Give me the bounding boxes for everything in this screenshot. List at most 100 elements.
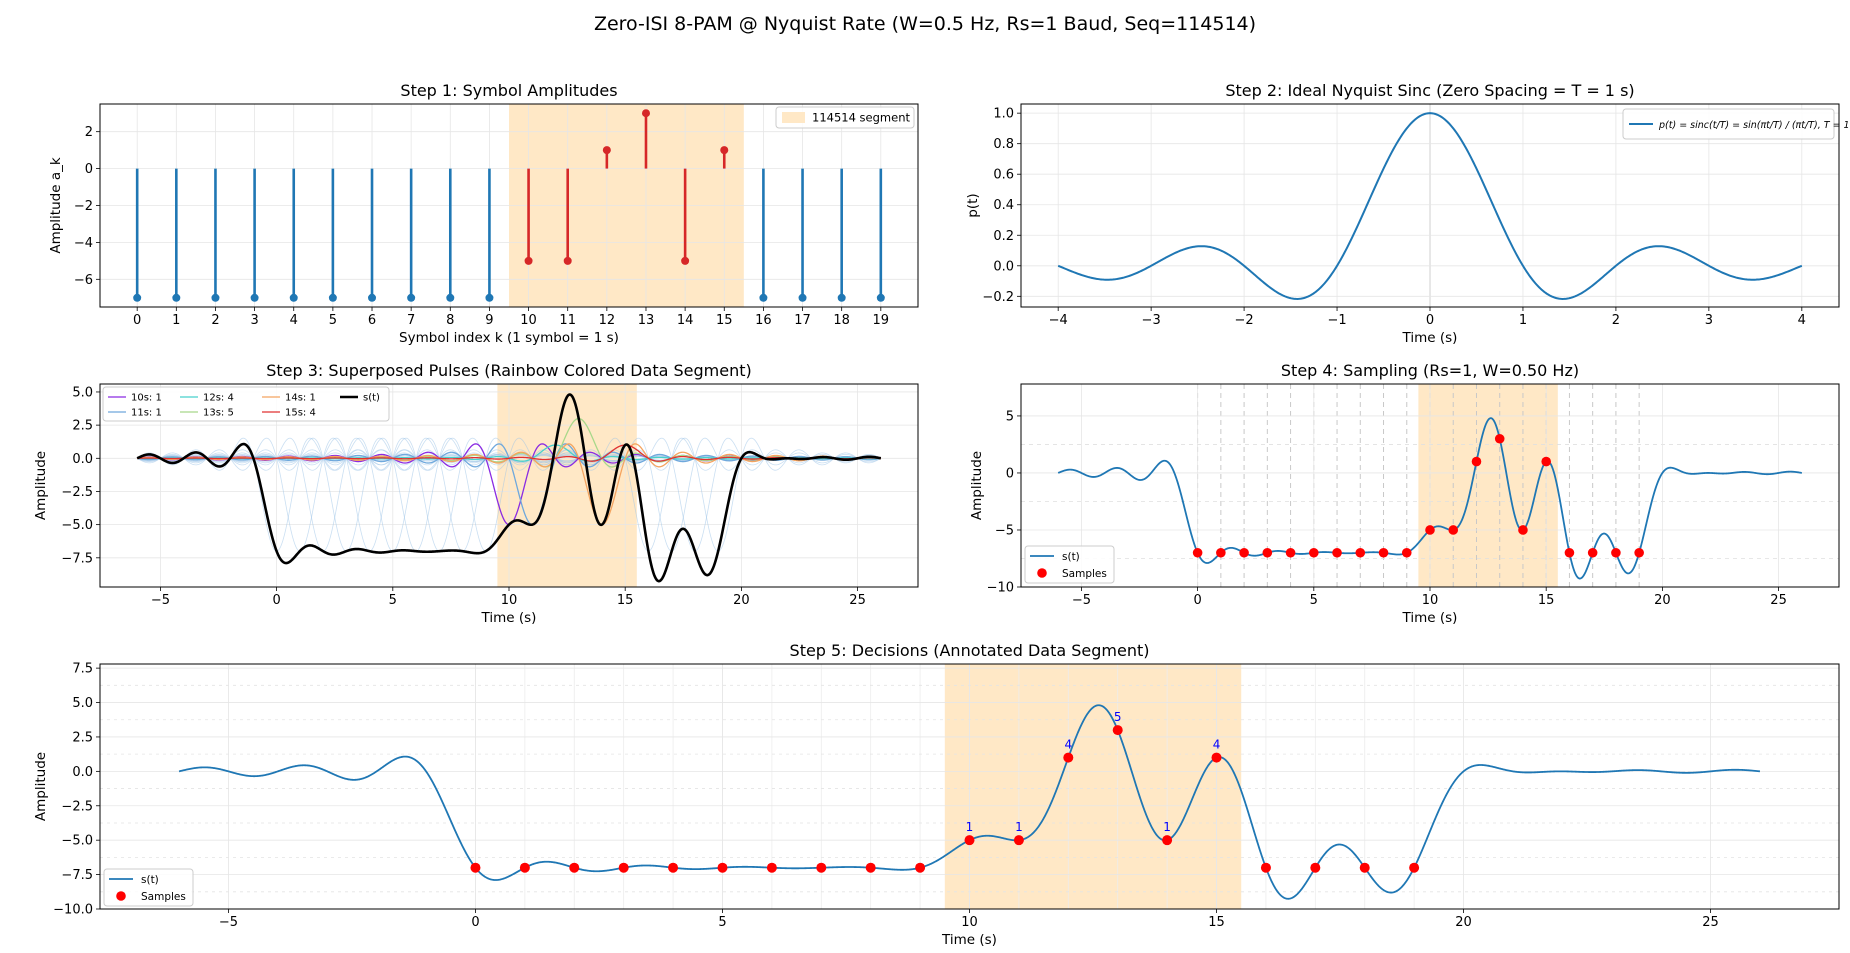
step2-xtick-label: −2 <box>1235 313 1254 328</box>
step3-legend: 10s: 1 11s: 1 12s: 4 13s: 5 14s: 1 15s: 4 s(t) <box>102 386 390 422</box>
step1-legend-label: 114514 segment <box>812 111 910 125</box>
step4-ytick-label: 5 <box>1006 409 1014 424</box>
step3-signal-curve <box>136 393 882 583</box>
step1-stem-marker <box>446 293 455 302</box>
step4-ytick-label: −10 <box>987 581 1014 596</box>
step5-legend-label: Samples <box>141 891 186 903</box>
step5-annotation: 1 <box>966 820 974 834</box>
step4-sample-marker <box>1471 456 1482 467</box>
step4-sample-marker <box>1494 433 1505 444</box>
step1-xtick-label: 17 <box>794 313 811 328</box>
step4-legend: s(t) Samples <box>1024 545 1115 584</box>
step3-ytick-label: 2.5 <box>72 419 93 434</box>
step5-xtick-label: 15 <box>1208 915 1225 930</box>
step2-title: Step 2: Ideal Nyquist Sinc (Zero Spacing… <box>1225 81 1634 100</box>
step5-sample-marker <box>1409 862 1420 873</box>
step5-sample-marker <box>717 862 728 873</box>
step2-plot-area <box>1021 104 1839 307</box>
step3-xlabel: Time (s) <box>481 610 537 626</box>
step1-xtick-label: 4 <box>290 313 298 328</box>
step1-xtick-label: 18 <box>833 313 850 328</box>
step4-sample-marker <box>1192 547 1203 558</box>
step2-ylabel: p(t) <box>965 193 981 217</box>
step4-sample-marker <box>1239 547 1249 558</box>
step1-stem-marker <box>485 293 494 302</box>
step5-xtick-label: 10 <box>961 915 978 930</box>
step2-sinc-curve <box>1057 112 1803 300</box>
step1-ytick-label: −4 <box>74 236 93 251</box>
step5-sample-marker <box>470 862 481 873</box>
step5-sample-marker <box>865 862 876 873</box>
step5-legend: s(t) Samples <box>103 868 194 907</box>
step3-ytick-label: 5.0 <box>72 385 93 400</box>
step1-stem-marker <box>211 293 220 302</box>
step1-stem-marker <box>759 293 768 302</box>
step1-stem-marker <box>328 293 337 302</box>
step5-xtick-label: 25 <box>1702 915 1719 930</box>
step4-title: Step 4: Sampling (Rs=1, W=0.50 Hz) <box>1281 361 1579 380</box>
step5-segment-band <box>944 664 1242 909</box>
step1-xtick-label: 7 <box>407 313 415 328</box>
step2-xtick-label: 3 <box>1705 313 1713 328</box>
step5-xtick-label: 0 <box>471 915 479 930</box>
step4-sample-marker <box>1611 547 1621 558</box>
step2-ytick-label: 0.8 <box>993 137 1014 152</box>
step1-legend: 114514 segment <box>775 106 915 129</box>
step5-annotation: 1 <box>1163 820 1171 834</box>
step3-legend-label: 11s: 1 <box>131 408 162 419</box>
step5-ytick-label: 7.5 <box>72 662 93 677</box>
step3-ytick-label: −7.5 <box>61 551 93 566</box>
step2-xtick-label: 4 <box>1798 313 1806 328</box>
step3-xtick-label: 5 <box>389 593 397 608</box>
step4-sample-marker <box>1425 525 1435 535</box>
step5-sample-marker <box>519 862 530 873</box>
step2-xtick-label: 1 <box>1519 313 1527 328</box>
step2-axes: −4 −3 −2 −1 0 1 2 3 4 −0.2 0.0 0.2 0.4 0.6 0.8 1.0 Step … <box>965 81 1850 346</box>
step4-legend-label: s(t) <box>1062 551 1080 563</box>
step3-plot-area <box>100 384 918 587</box>
step4-xtick-label: 10 <box>1422 593 1439 608</box>
step5-sample-marker <box>766 862 777 873</box>
step1-stem-marker <box>602 146 611 155</box>
step5-title: Step 5: Decisions (Annotated Data Segmen… <box>790 641 1150 660</box>
step1-stem-marker <box>250 293 259 302</box>
step2-legend: p(t) = sinc(t/T) = sin(πt/T) / (πt/T), T… <box>1622 108 1850 140</box>
step4-xtick-label: 0 <box>1193 593 1201 608</box>
step5-ytick-label: 5.0 <box>72 696 93 711</box>
step2-ytick-label: 0.0 <box>993 259 1014 274</box>
step5-sample-marker <box>1063 752 1074 763</box>
step1-ytick-label: 2 <box>85 125 93 140</box>
step4-sample-marker <box>1541 456 1551 467</box>
step2-ytick-label: 0.6 <box>993 168 1014 183</box>
step2-ytick-label: −0.2 <box>982 290 1014 305</box>
step4-xtick-label: 25 <box>1770 593 1787 608</box>
step1-plot-area <box>100 104 918 307</box>
step4-segment-band <box>1418 384 1558 587</box>
step3-segment-band <box>497 384 637 587</box>
step5-sample-marker <box>618 862 629 873</box>
step4-sample-marker <box>1378 547 1389 558</box>
step1-xtick-label: 14 <box>677 313 694 328</box>
step3-pulse-15 <box>137 444 881 462</box>
step5-sample-marker <box>668 862 679 873</box>
step3-legend-label: s(t) <box>363 393 380 404</box>
step5-ytick-label: −2.5 <box>61 799 93 814</box>
step1-xtick-label: 5 <box>329 313 337 328</box>
step5-sample-marker <box>1162 835 1173 846</box>
step1-xtick-label: 19 <box>873 313 890 328</box>
step2-ytick-label: 1.0 <box>993 107 1014 122</box>
step5-sample-marker <box>1013 835 1024 846</box>
step3-xtick-label: −5 <box>151 593 170 608</box>
step3-legend-label: 14s: 1 <box>285 393 316 404</box>
step1-xtick-label: 12 <box>599 313 616 328</box>
step5-annotation: 1 <box>1015 820 1023 834</box>
step4-sample-marker <box>1448 525 1459 535</box>
step2-xtick-label: −3 <box>1142 313 1161 328</box>
step5-xtick-label: 5 <box>718 915 726 930</box>
step5-annotation: 4 <box>1064 738 1072 752</box>
step1-stem-marker <box>289 293 298 302</box>
step3-axes: −5 0 5 10 15 20 25 −7.5 −5.0 −2.5 0.0 2.5 5.0 Step 3:… <box>33 361 919 626</box>
step3-ytick-label: −2.5 <box>61 485 93 500</box>
step4-sample-marker <box>1587 547 1598 558</box>
step1-stem-marker <box>563 256 572 265</box>
